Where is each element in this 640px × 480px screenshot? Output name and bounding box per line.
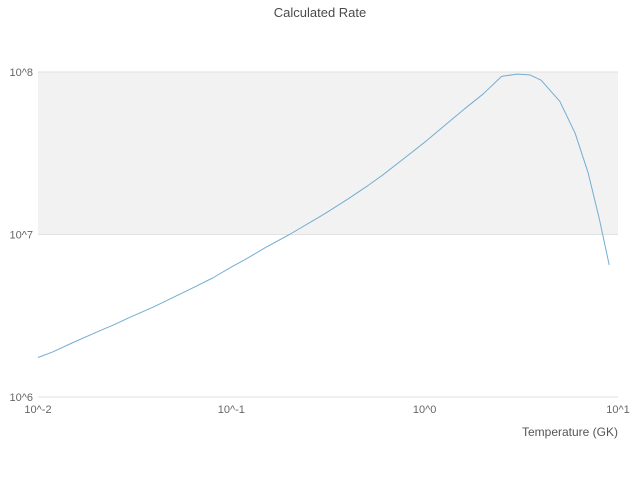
rate-curve bbox=[37, 73, 610, 358]
x-axis-label: Temperature (GK) bbox=[522, 425, 618, 439]
x-tick-label: 10^0 bbox=[413, 404, 437, 416]
x-tick-label: 10^-1 bbox=[218, 404, 245, 416]
series-layer bbox=[37, 73, 610, 358]
y-tick-label: 10^7 bbox=[9, 230, 33, 242]
x-tick-labels: 10^-2 10^-1 10^0 10^1 bbox=[24, 404, 629, 416]
shaded-band-layer bbox=[38, 72, 618, 235]
y-tick-label: 10^8 bbox=[9, 67, 33, 79]
y-tick-label: 10^6 bbox=[9, 392, 33, 404]
x-tick-label: 10^-2 bbox=[24, 404, 51, 416]
gridline-layer bbox=[38, 71, 618, 398]
y-tick-labels: 10^6 10^7 10^8 bbox=[9, 67, 33, 404]
chart-title: Calculated Rate bbox=[274, 5, 367, 20]
shaded-band bbox=[38, 72, 618, 235]
x-tick-label: 10^1 bbox=[606, 404, 630, 416]
